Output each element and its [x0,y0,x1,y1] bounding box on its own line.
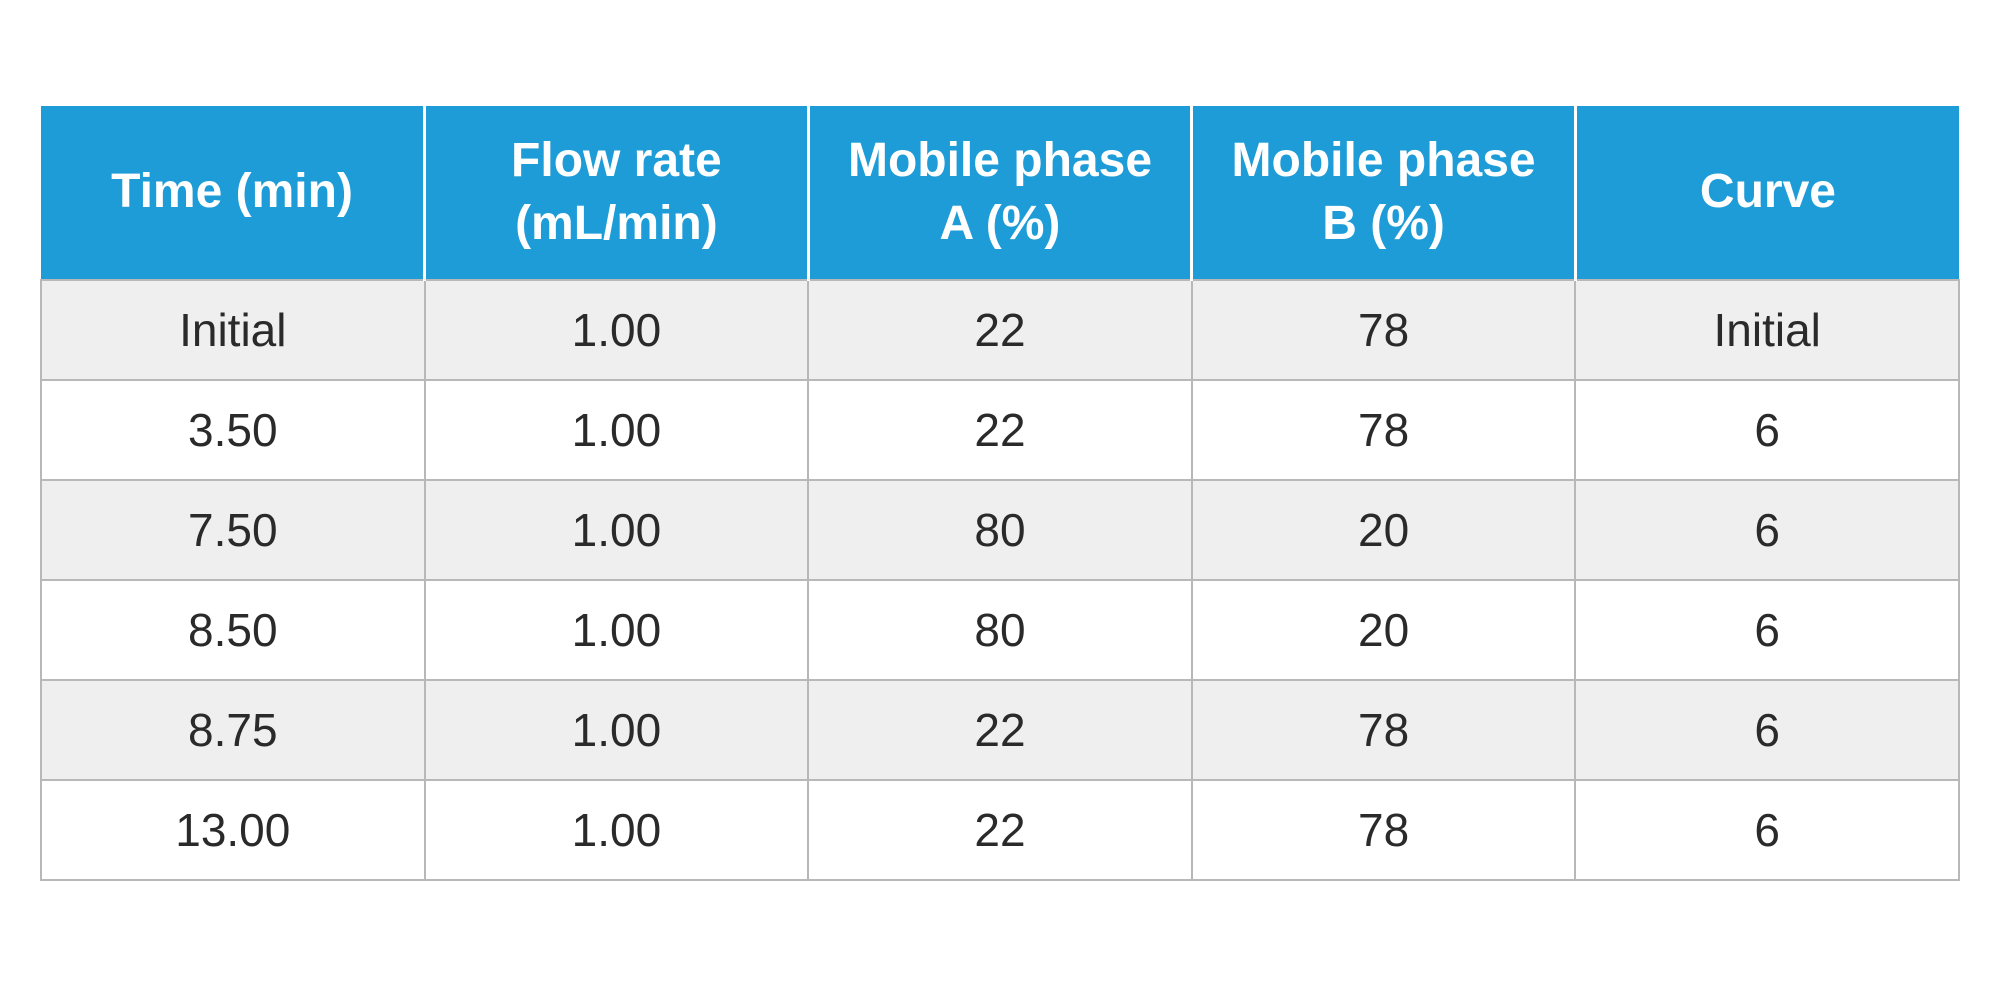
table-row: 13.00 1.00 22 78 6 [41,780,1959,880]
cell-flowrate: 1.00 [425,580,809,680]
table-row: Initial 1.00 22 78 Initial [41,280,1959,380]
col-header-flowrate: Flow rate (mL/min) [425,106,809,280]
cell-time: 8.50 [41,580,425,680]
table-header: Time (min) Flow rate (mL/min) Mobile pha… [41,106,1959,280]
col-header-label: Mobile phase B (%) [1232,134,1536,249]
cell-phase-a: 80 [808,480,1192,580]
col-header-time: Time (min) [41,106,425,280]
cell-phase-b: 78 [1192,280,1576,380]
cell-curve: 6 [1575,580,1959,680]
table-row: 7.50 1.00 80 20 6 [41,480,1959,580]
table-row: 8.75 1.00 22 78 6 [41,680,1959,780]
cell-phase-a: 22 [808,780,1192,880]
col-header-label: Curve [1700,165,1836,218]
col-header-curve: Curve [1575,106,1959,280]
cell-phase-b: 78 [1192,780,1576,880]
cell-phase-b: 78 [1192,680,1576,780]
cell-phase-a: 22 [808,380,1192,480]
cell-time: 7.50 [41,480,425,580]
cell-flowrate: 1.00 [425,480,809,580]
col-header-label: Mobile phase A (%) [848,134,1152,249]
cell-time: 3.50 [41,380,425,480]
gradient-table-container: Time (min) Flow rate (mL/min) Mobile pha… [40,106,1960,881]
cell-phase-b: 20 [1192,580,1576,680]
table-row: 3.50 1.00 22 78 6 [41,380,1959,480]
cell-curve: 6 [1575,680,1959,780]
cell-phase-a: 22 [808,280,1192,380]
col-header-phase-a: Mobile phase A (%) [808,106,1192,280]
cell-curve: 6 [1575,380,1959,480]
col-header-label: Flow rate (mL/min) [511,134,722,249]
cell-flowrate: 1.00 [425,280,809,380]
cell-phase-b: 20 [1192,480,1576,580]
gradient-table: Time (min) Flow rate (mL/min) Mobile pha… [40,106,1960,881]
header-row: Time (min) Flow rate (mL/min) Mobile pha… [41,106,1959,280]
cell-curve: Initial [1575,280,1959,380]
cell-time: 13.00 [41,780,425,880]
cell-curve: 6 [1575,780,1959,880]
col-header-phase-b: Mobile phase B (%) [1192,106,1576,280]
cell-flowrate: 1.00 [425,780,809,880]
table-row: 8.50 1.00 80 20 6 [41,580,1959,680]
cell-phase-a: 22 [808,680,1192,780]
cell-curve: 6 [1575,480,1959,580]
cell-phase-b: 78 [1192,380,1576,480]
table-body: Initial 1.00 22 78 Initial 3.50 1.00 22 … [41,280,1959,880]
cell-flowrate: 1.00 [425,680,809,780]
cell-phase-a: 80 [808,580,1192,680]
cell-time: Initial [41,280,425,380]
cell-time: 8.75 [41,680,425,780]
cell-flowrate: 1.00 [425,380,809,480]
col-header-label: Time (min) [111,165,353,218]
